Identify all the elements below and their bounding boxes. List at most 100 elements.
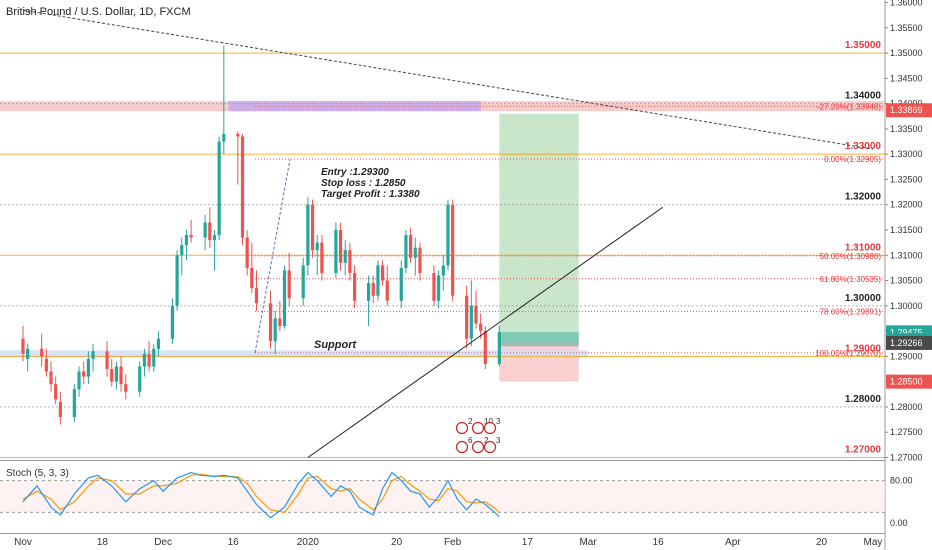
time-tick-label: Dec	[154, 537, 172, 548]
candle-up	[152, 348, 156, 367]
candle-down	[110, 369, 114, 382]
trade-notes: Entry :1.29300 Stop loss : 1.2850 Target…	[321, 167, 420, 200]
event-count: 3	[496, 417, 501, 426]
fib-level-label: 50.00%(1.30988)	[820, 252, 882, 261]
price-tag	[886, 374, 932, 389]
candle-down	[451, 204, 455, 296]
candle-down	[124, 384, 128, 392]
sr-line-label: 1.34000	[845, 91, 882, 102]
candle-down	[245, 237, 249, 268]
economic-event-icon	[471, 440, 485, 454]
candle-down	[21, 338, 25, 354]
economic-event-icon	[455, 440, 469, 454]
stop-loss-note: Stop loss : 1.2850	[321, 178, 406, 189]
price-tag-label: 1.29266	[890, 338, 923, 348]
candle-down	[58, 401, 62, 418]
event-count: 2	[484, 436, 489, 445]
candle-down	[409, 235, 413, 258]
candle-up	[175, 255, 179, 306]
candle-down	[44, 358, 48, 372]
time-tick-label: 18	[97, 537, 109, 548]
price-tick-label: 1.30500	[890, 276, 923, 286]
candle-up	[184, 235, 189, 246]
candle-up	[77, 371, 81, 390]
stoch-tick-label: 0.00	[890, 518, 908, 528]
candle-up	[441, 265, 445, 276]
fib-level-label: 0.00%(1.32905)	[824, 155, 881, 164]
candle-down	[474, 305, 478, 324]
support-zone	[0, 350, 589, 358]
fib-level-label: 61.80%(1.30535)	[820, 275, 882, 284]
candle-down	[287, 270, 291, 299]
target-note: Target Profit : 1.3380	[321, 189, 420, 200]
candle-down	[208, 222, 212, 241]
candle-up	[203, 222, 207, 238]
candle-up	[114, 366, 118, 382]
candle-up	[142, 353, 147, 367]
economic-event-icon	[483, 421, 497, 435]
sr-line-label: 1.27000	[845, 444, 882, 455]
candle-up	[86, 358, 90, 377]
candle-down	[49, 371, 53, 385]
support-label: Support	[314, 339, 357, 351]
candle-up	[366, 283, 371, 301]
event-count: 3	[496, 436, 501, 445]
candle-up	[413, 247, 417, 258]
time-tick-label: 2020	[297, 537, 320, 548]
price-tick-label: 1.30000	[890, 301, 923, 311]
stoch-tick-label: 80.00	[890, 476, 913, 486]
time-tick-label: Mar	[579, 537, 597, 548]
fib-level-label: -27.20%(1.33948)	[817, 102, 881, 111]
price-tick-label: 1.31500	[890, 225, 923, 235]
fib-level-label: 100.00%(1.29070)	[815, 349, 881, 358]
price-tick-label: 1.28000	[890, 402, 923, 412]
event-count: 2	[468, 417, 473, 426]
candle-down	[268, 303, 273, 342]
sr-line-label: 1.35000	[845, 40, 882, 51]
candle-down	[483, 331, 487, 364]
stop-loss-zone	[499, 341, 579, 382]
price-tick-label: 1.32500	[890, 174, 923, 184]
stoch-k-line	[22, 471, 500, 519]
candle-up	[334, 230, 338, 273]
sr-line-label: 1.32000	[845, 192, 882, 203]
chart-title: British Pound / U.S. Dollar, 1D, FXCM	[6, 6, 191, 18]
target-profit-zone	[499, 113, 579, 342]
sr-line-label: 1.31000	[845, 242, 882, 253]
event-count: 6	[468, 436, 473, 445]
candle-down	[147, 353, 151, 367]
fib-swing-line	[254, 159, 291, 353]
time-tick-label: Feb	[444, 537, 462, 548]
time-tick-label: 17	[522, 537, 534, 548]
candle-down	[352, 272, 357, 301]
candle-down	[82, 371, 86, 377]
price-tag-label: 1.29475	[890, 327, 923, 337]
candle-up	[446, 204, 450, 266]
candle-up	[170, 305, 175, 339]
candle-up	[306, 204, 310, 266]
time-tick-label: Nov	[14, 537, 32, 548]
economic-event-icon	[471, 421, 485, 435]
price-tick-label: 1.29000	[890, 351, 923, 361]
candle-up	[301, 265, 305, 299]
time-tick-label: May	[863, 537, 882, 548]
economic-event-icon	[483, 440, 497, 454]
candle-down	[105, 351, 109, 370]
candle-up	[273, 318, 277, 342]
candle-down	[371, 283, 375, 296]
economic-event-icon	[455, 421, 469, 435]
sr-line-label: 1.30000	[845, 293, 882, 304]
candle-up	[376, 265, 380, 296]
entry-note: Entry :1.29300	[321, 167, 389, 178]
candle-up	[315, 242, 319, 251]
price-tick-label: 1.27000	[890, 452, 923, 462]
candle-down	[54, 384, 58, 400]
candle-up	[437, 275, 441, 301]
candle-up	[91, 351, 95, 359]
candle-down	[432, 272, 436, 301]
candle-down	[189, 235, 193, 238]
candle-down	[465, 295, 469, 339]
price-tag	[886, 103, 932, 118]
